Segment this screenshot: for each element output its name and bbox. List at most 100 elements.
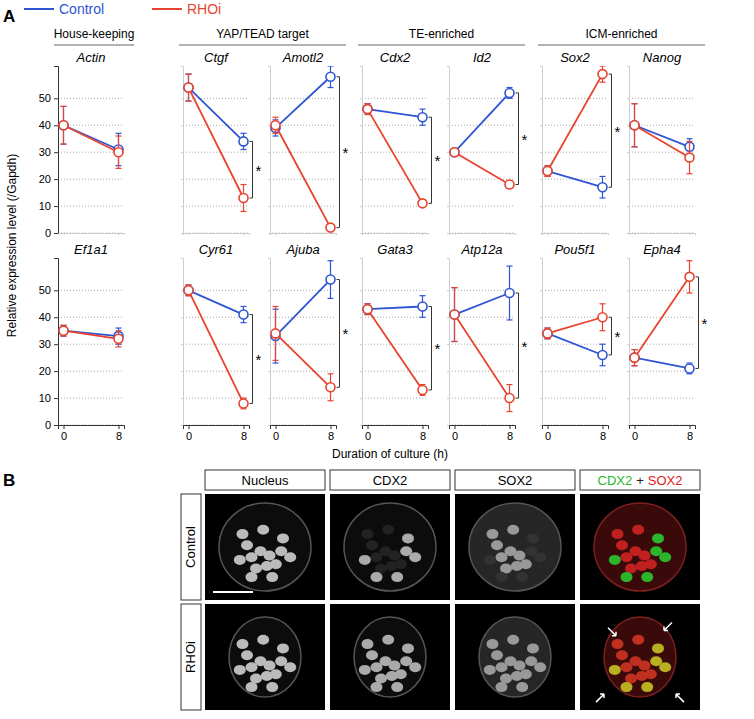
data-point (505, 88, 514, 97)
tick-mark (627, 206, 629, 207)
y-axis (447, 259, 450, 426)
grid-line (629, 152, 695, 153)
tick (268, 290, 270, 291)
subplot: 08Pou5f1* (540, 242, 621, 442)
tick-mark (510, 233, 511, 235)
nucleus (484, 555, 496, 565)
nucleus (277, 643, 289, 653)
subplot-title: Ef1a1 (74, 242, 108, 257)
column-header-box (330, 470, 450, 490)
nucleus (612, 639, 624, 649)
grid-line (270, 98, 336, 99)
error-cap (328, 87, 334, 88)
error-cap (507, 265, 513, 266)
significance-mark: * (615, 123, 621, 140)
tick-mark (276, 233, 277, 235)
subplot-title: Pou5f1 (554, 242, 595, 257)
series-line (635, 125, 690, 157)
data-point (418, 113, 427, 122)
tick-mark (268, 179, 270, 180)
nucleus (625, 564, 637, 574)
tick-mark (540, 152, 542, 153)
series-line (455, 315, 510, 399)
error-cap (600, 197, 606, 198)
data-point (363, 105, 372, 114)
row-label-box (181, 604, 201, 710)
tick-mark (447, 398, 449, 399)
plot-marks (59, 106, 123, 168)
tick (360, 317, 362, 318)
error-cap (241, 211, 247, 212)
nucleus (371, 572, 383, 582)
series-line (189, 290, 244, 403)
tick-mark (455, 233, 456, 235)
tick (268, 206, 270, 207)
nucleus (625, 674, 637, 684)
data-point (363, 105, 372, 114)
tick-label: 40 (39, 311, 51, 323)
grid-line (542, 371, 608, 372)
tick-label: 8 (507, 430, 513, 442)
plot-marks (450, 266, 514, 411)
row-label: RHOi (183, 641, 198, 673)
grid-line (449, 125, 515, 126)
tick: 10 (39, 392, 58, 404)
grid-line (58, 98, 124, 99)
tick (627, 125, 629, 126)
nucleus (234, 665, 246, 675)
plot-marks (543, 66, 607, 198)
grid-line (629, 290, 695, 291)
axis-line (447, 259, 450, 426)
tick-mark (548, 425, 549, 429)
y-axis (540, 259, 543, 426)
error-cap (116, 327, 122, 328)
data-point (630, 353, 639, 362)
axis-line (627, 67, 630, 234)
tick-mark (447, 371, 449, 372)
data-point (450, 148, 459, 157)
nucleus (659, 662, 671, 672)
nucleus (534, 552, 546, 562)
tick-label: 8 (687, 430, 693, 442)
tick: 20 (39, 173, 58, 185)
data-point (543, 167, 552, 176)
tick-mark (181, 317, 183, 318)
axis-line (630, 426, 696, 430)
tick (181, 152, 183, 153)
error-cap (687, 138, 693, 139)
tick (540, 206, 542, 207)
tick (276, 233, 277, 235)
data-point (184, 286, 193, 295)
tick: 8 (687, 425, 693, 442)
series-line (368, 306, 423, 309)
tick: 0 (45, 419, 58, 431)
nucleus (616, 650, 628, 660)
grid-line (270, 152, 336, 153)
tick-mark (181, 344, 183, 345)
tick (181, 98, 183, 99)
tick-mark (54, 125, 58, 126)
tick (447, 152, 449, 153)
series-line (368, 109, 423, 203)
error-cap (273, 360, 279, 361)
tick-mark (54, 290, 58, 291)
tick-label: 8 (600, 430, 606, 442)
error-cap (328, 373, 334, 374)
tick-label: 8 (420, 430, 426, 442)
nucleus (359, 555, 371, 565)
data-point (630, 121, 639, 130)
tick (268, 233, 270, 234)
nucleus (616, 540, 628, 550)
data-point (184, 83, 193, 92)
tick-mark (244, 233, 245, 235)
tick: 0 (45, 227, 58, 239)
grid-line (629, 179, 695, 180)
error-cap (420, 317, 426, 318)
nucleus (641, 572, 653, 582)
error-cap (687, 260, 693, 261)
tick-mark (635, 425, 636, 429)
data-point (271, 121, 280, 130)
significance-bracket (609, 317, 612, 355)
subplot-title: Amotl2 (282, 50, 324, 65)
plot-marks (630, 261, 694, 374)
